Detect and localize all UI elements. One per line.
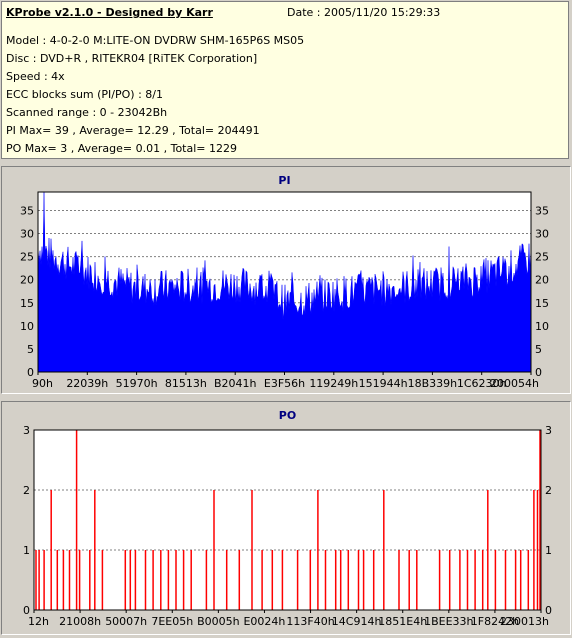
po-x-tick-label: B0005h [197, 615, 240, 628]
scan-date: Date : 2005/11/20 15:29:33 [287, 6, 441, 19]
pi-y-tick-left: 30 [20, 228, 34, 241]
pi-y-tick-right: 20 [535, 274, 549, 287]
po-x-tick-label: 1F8242h [471, 615, 519, 628]
info-model: Model : 4-0-2-0 M:LITE-ON DVDRW SHM-165P… [6, 34, 305, 47]
info-scanned-range: Scanned range : 0 - 23042Bh [6, 106, 168, 119]
po-plot-border [33, 429, 542, 611]
pi-x-tick-label: 119249h [309, 377, 358, 390]
info-ecc-blocks: ECC blocks sum (PI/PO) : 8/1 [6, 88, 163, 101]
po-x-tick-label: 14C914h [332, 615, 382, 628]
pi-chart: PI 0 0 5 5 10 10 15 15 20 20 25 25 30 30 35 35 90h 22039h 5… [20, 174, 549, 390]
po-y-tick-left: 2 [23, 484, 30, 497]
pi-chart-panel: PI 0 0 5 5 10 10 15 15 20 20 25 25 30 30 35 35 90h 22039h 5… [1, 166, 571, 394]
po-x-tick-label: 113F40h [286, 615, 334, 628]
po-x-tick-label: 1BEE33h [424, 615, 473, 628]
po-y-tick-left: 1 [23, 544, 30, 557]
info-po-summary: PO Max= 3 , Average= 0.01 , Total= 1229 [6, 142, 237, 155]
pi-y-tick-right: 30 [535, 228, 549, 241]
pi-y-tick-left: 0 [27, 366, 34, 379]
pi-plot-border [37, 191, 532, 373]
po-x-tick-label: 230013h [500, 615, 549, 628]
pi-y-tick-right: 10 [535, 320, 549, 333]
pi-y-tick-left: 35 [20, 204, 34, 217]
po-y-tick-right: 1 [545, 544, 552, 557]
app-title: KProbe v2.1.0 - Designed by Karr [6, 6, 213, 19]
pi-x-tick-label: E3F56h [264, 377, 305, 390]
po-x-tick-label: 7EE05h [151, 615, 193, 628]
pi-y-tick-left: 20 [20, 274, 34, 287]
po-y-tick-left: 3 [23, 424, 30, 437]
info-disc: Disc : DVD+R , RITEKR04 [RiTEK Corporati… [6, 52, 258, 65]
po-y-tick-left: 0 [23, 604, 30, 617]
info-pi-summary: PI Max= 39 , Average= 12.29 , Total= 204… [6, 124, 260, 137]
pi-x-tick-label: 90h [32, 377, 53, 390]
po-x-tick-label: 12h [28, 615, 49, 628]
po-y-tick-right: 3 [545, 424, 552, 437]
pi-y-tick-left: 5 [27, 343, 34, 356]
po-x-tick-label: E0024h [243, 615, 285, 628]
pi-x-tick-label: B2041h [214, 377, 257, 390]
po-x-tick-label: 50007h [105, 615, 147, 628]
pi-x-tick-label: 200054h [490, 377, 539, 390]
pi-y-tick-left: 10 [20, 320, 34, 333]
po-y-tick-right: 0 [545, 604, 552, 617]
po-x-tick-label: 21008h [59, 615, 101, 628]
pi-y-tick-right: 25 [535, 251, 549, 264]
pi-y-tick-right: 5 [535, 343, 542, 356]
po-y-tick-right: 2 [545, 484, 552, 497]
pi-x-tick-label: 151944h [359, 377, 408, 390]
po-chart: PO 0 0 1 1 2 2 3 3 12h 21008h 50007h 7EE05h B0005h E00… [23, 409, 552, 628]
po-chart-panel: PO 0 0 1 1 2 2 3 3 12h 21008h 50007h 7EE05h B0005h E00… [1, 401, 571, 635]
pi-y-tick-right: 15 [535, 297, 549, 310]
pi-x-tick-label: 81513h [165, 377, 207, 390]
pi-chart-title: PI [278, 174, 290, 187]
pi-series-area [37, 191, 532, 373]
pi-x-tick-label: 18B339h [408, 377, 458, 390]
pi-x-tick-label: 51970h [116, 377, 158, 390]
pi-y-tick-left: 25 [20, 251, 34, 264]
pi-x-tick-label: 1C6230h [457, 377, 507, 390]
scan-info-panel: KProbe v2.1.0 - Designed by Karr Date : … [1, 1, 569, 159]
po-x-tick-label: 1851E4h [378, 615, 427, 628]
pi-y-tick-right: 0 [535, 366, 542, 379]
info-speed: Speed : 4x [6, 70, 65, 83]
pi-y-tick-right: 35 [535, 204, 549, 217]
po-plot-area [33, 429, 542, 611]
pi-x-tick-label: 22039h [66, 377, 108, 390]
po-chart-title: PO [279, 409, 296, 422]
pi-y-tick-left: 15 [20, 297, 34, 310]
